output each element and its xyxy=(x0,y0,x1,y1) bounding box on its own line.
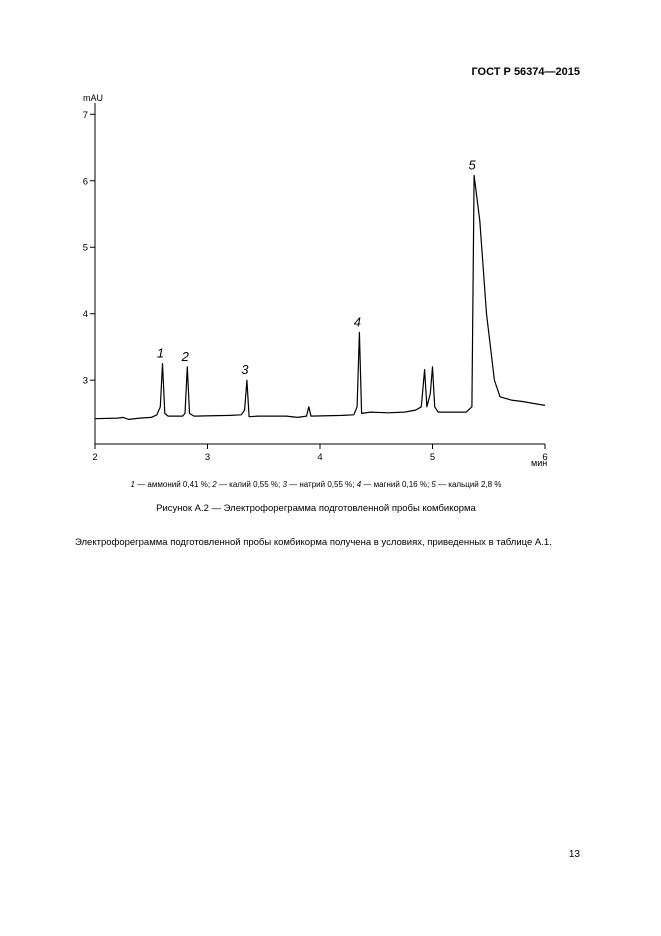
y-axis-label: mAU xyxy=(83,93,103,103)
legend-text: — кальций 2,8 % xyxy=(435,480,502,489)
legend-number: 1 xyxy=(130,480,135,489)
legend-number: 3 xyxy=(282,480,287,489)
y-tick-label: 6 xyxy=(83,176,88,187)
legend-number: 5 xyxy=(431,480,436,489)
x-tick-label: 3 xyxy=(205,452,210,463)
peak-label: 1 xyxy=(157,346,164,361)
x-tick-label: 2 xyxy=(92,452,97,463)
legend-text: — магний 0,16 %; xyxy=(361,480,432,489)
legend-number: 2 xyxy=(212,480,217,489)
y-tick-label: 3 xyxy=(83,376,88,387)
legend-text: — натрий 0,55 %; xyxy=(286,480,357,489)
page-number: 13 xyxy=(568,849,580,860)
y-tick-label: 5 xyxy=(83,243,88,254)
figure-caption: Рисунок А.2 — Электрофореграмма подготов… xyxy=(156,503,476,514)
header-title: ГОСТ Р 56374—2015 xyxy=(471,66,580,78)
chart: mAU мин 3 4 5 6 7 2 3 4 5 6 1 2 3 4 5 xyxy=(83,93,548,468)
legend-number: 4 xyxy=(356,480,362,489)
y-tick-label: 4 xyxy=(83,309,88,320)
legend-text: — аммоний 0,41 %; xyxy=(134,480,213,489)
legend: 1 — аммоний 0,41 %; 2 — калий 0,55 %; 3 … xyxy=(0,480,632,489)
legend-text: — калий 0,55 %; xyxy=(216,480,283,489)
trace xyxy=(94,174,546,420)
x-tick-label: 4 xyxy=(317,452,322,463)
peak-label: 4 xyxy=(354,314,361,329)
paragraph: Электрофореграмма подготовленной пробы к… xyxy=(75,537,552,548)
x-tick-label: 6 xyxy=(542,452,547,463)
peak-label: 3 xyxy=(241,362,249,377)
y-tick-label: 7 xyxy=(83,110,88,121)
peak-label: 2 xyxy=(181,349,190,364)
x-tick-label: 5 xyxy=(430,452,435,463)
peak-label: 5 xyxy=(469,157,477,172)
x-axis-label: мин xyxy=(531,458,547,468)
